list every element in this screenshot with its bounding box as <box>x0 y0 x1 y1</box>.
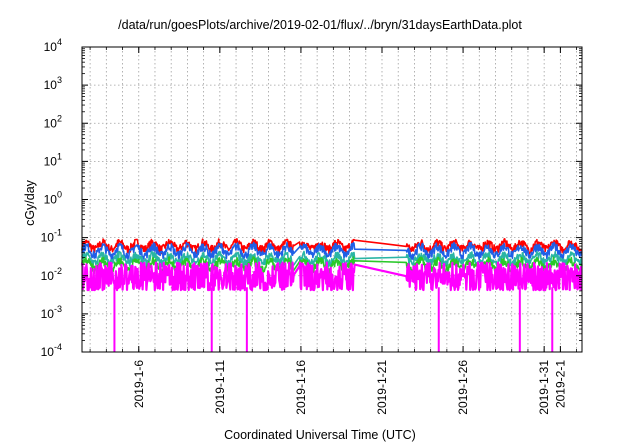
y-tick-label: 104 <box>44 37 62 54</box>
chart-title: /data/run/goesPlots/archive/2019-02-01/f… <box>118 18 522 32</box>
series-line <box>81 238 583 255</box>
x-tick-label: 2019-2-1 <box>553 360 567 408</box>
grid <box>82 47 582 352</box>
series-line <box>80 261 583 292</box>
series-line <box>81 241 583 261</box>
y-tick-label: 10-4 <box>41 342 62 359</box>
y-tick-label: 10-2 <box>41 266 62 283</box>
y-tick-label: 101 <box>44 151 62 168</box>
y-tick-label: 103 <box>44 75 62 92</box>
x-tick-label: 2019-1-26 <box>456 360 470 415</box>
axes: 10-4 10-3 10-2 10-1 100 101 102 103 104 2019-1-6 2… <box>41 37 583 415</box>
x-tick-label: 2019-1-21 <box>375 360 389 415</box>
series-layer <box>80 238 583 352</box>
y-tick-label: 102 <box>44 113 62 130</box>
y-tick-label: 10-1 <box>41 228 62 245</box>
x-tick-label: 2019-1-6 <box>132 360 146 408</box>
x-tick-label: 2019-1-11 <box>213 360 227 414</box>
x-tick-label: 2019-1-16 <box>294 360 308 415</box>
plot-frame <box>81 46 583 353</box>
x-tick-label: 2019-1-31 <box>537 360 551 415</box>
y-tick-label: 10-3 <box>41 304 62 321</box>
y-tick-label: 100 <box>44 190 62 207</box>
x-axis-label: Coordinated Universal Time (UTC) <box>224 428 416 442</box>
